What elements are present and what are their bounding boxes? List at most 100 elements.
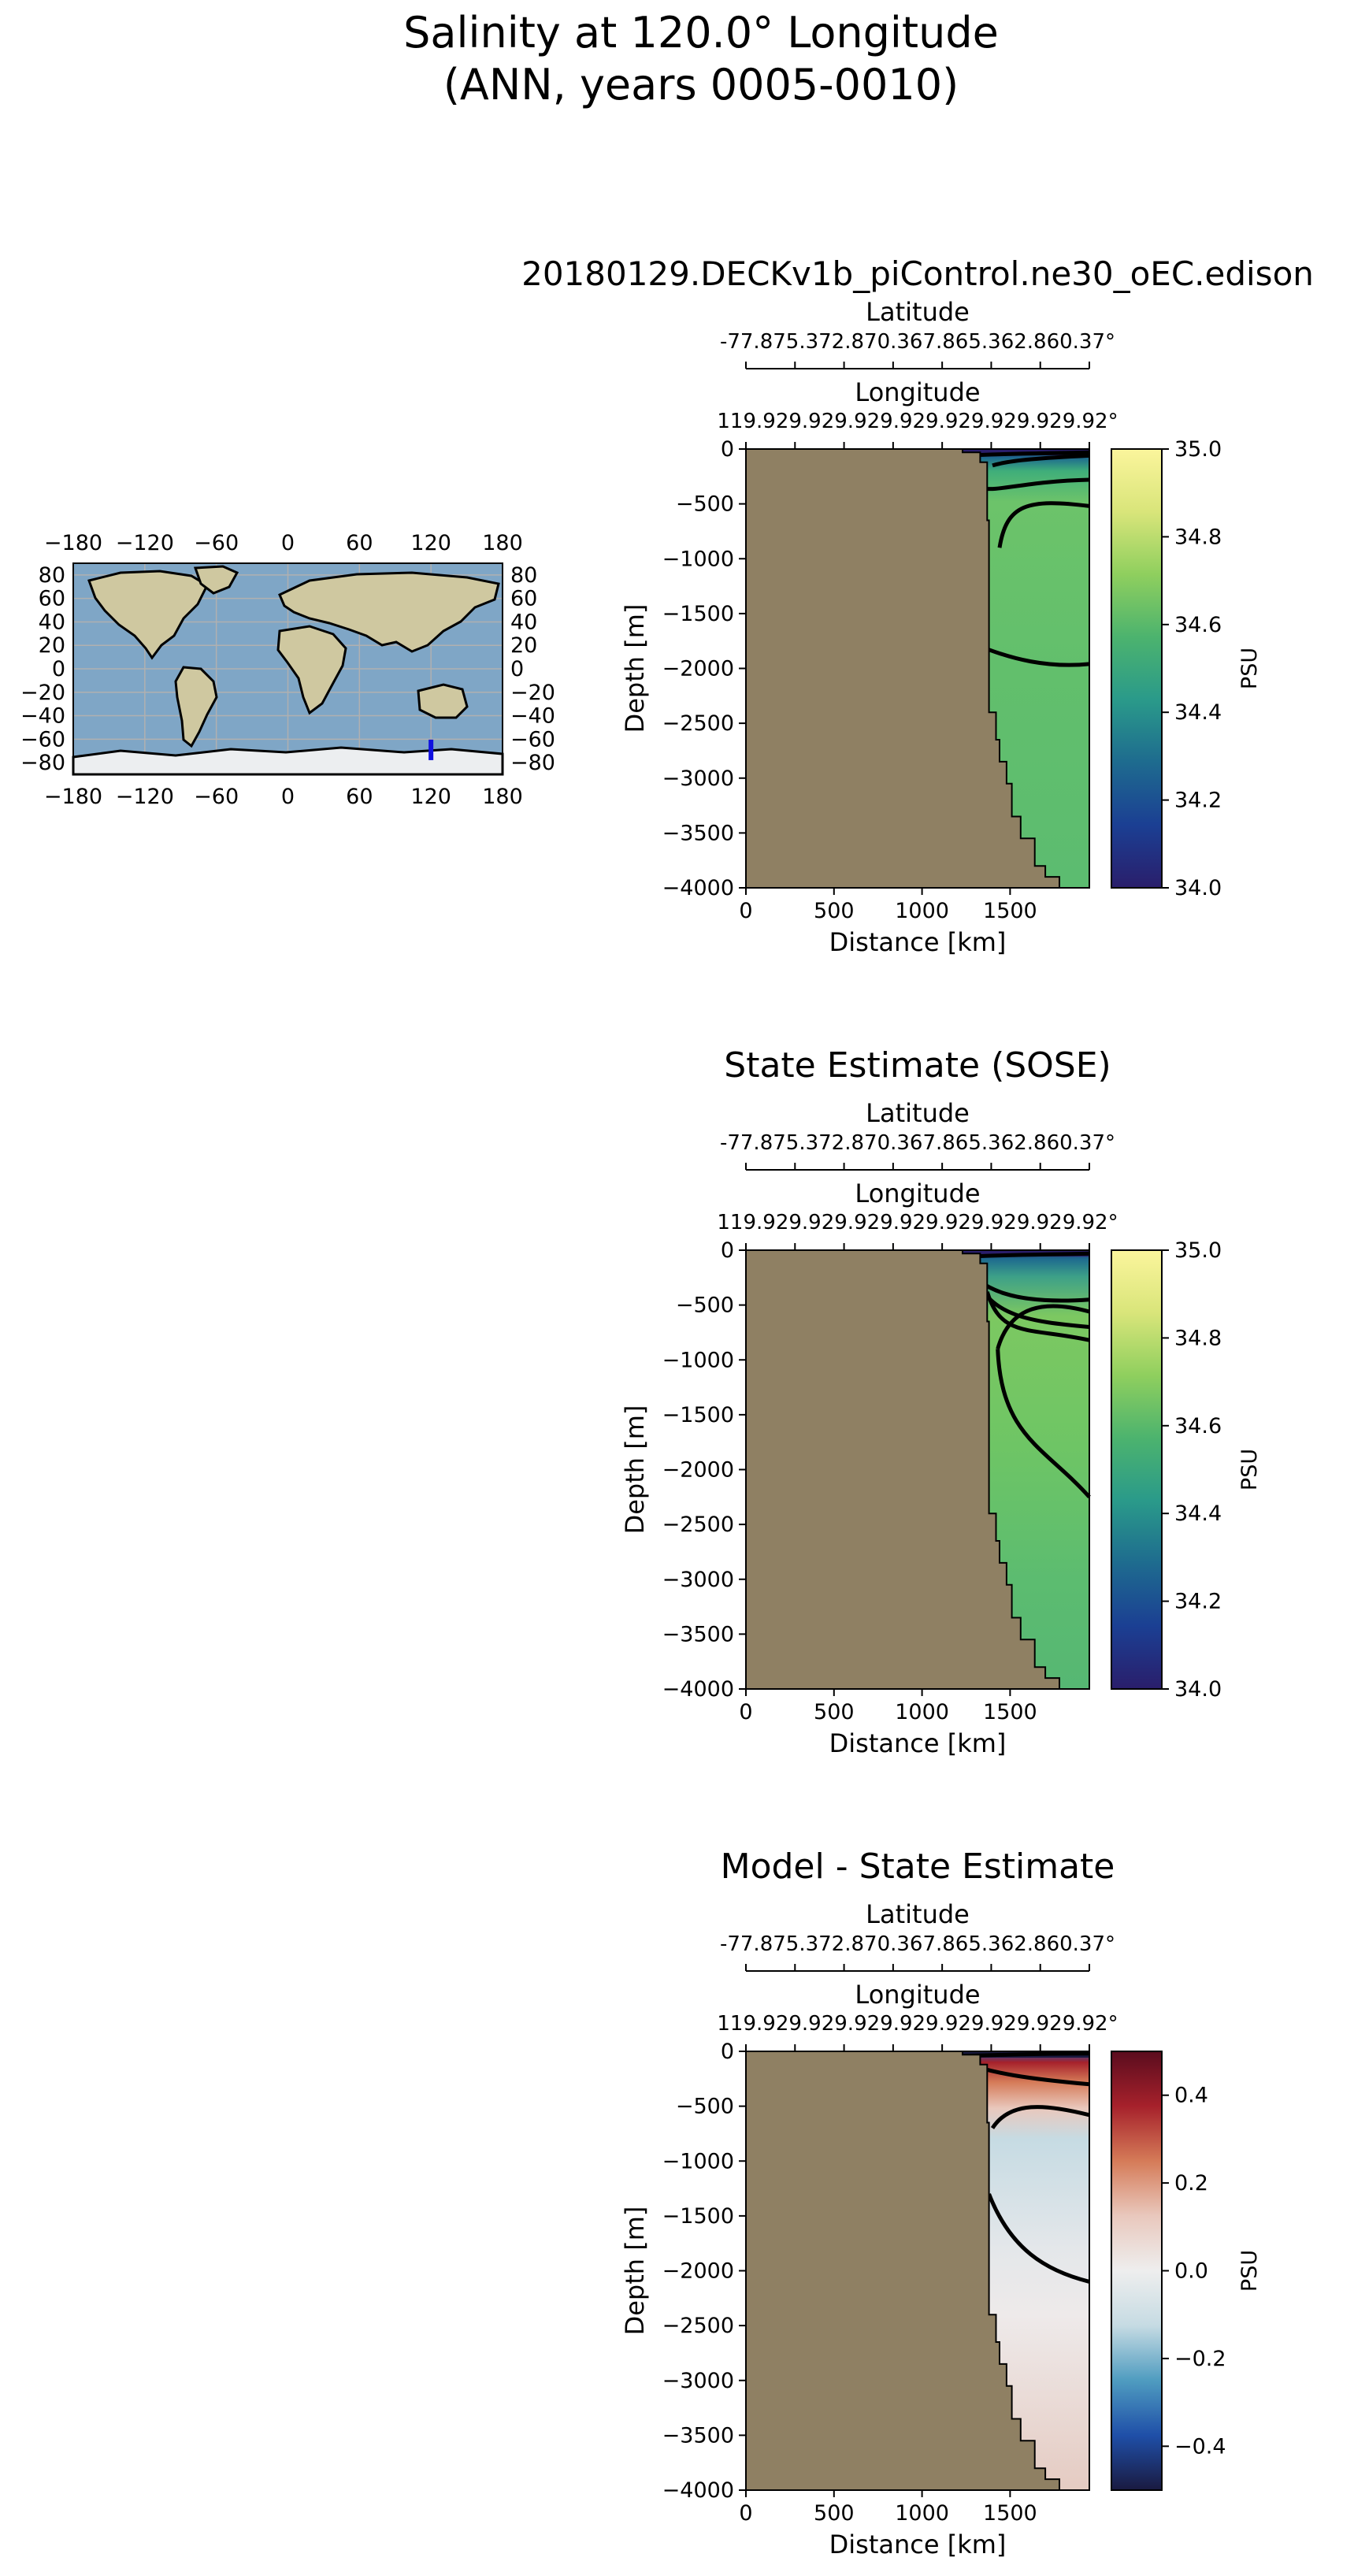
y-tick-label: −3000 [662,2369,734,2393]
map-australia [417,683,469,719]
x-tick-label: 1000 [895,1700,949,1724]
y-tick-label: 0 [721,1238,734,1263]
map-y-tick-label-left: −80 [20,751,65,775]
map-y-tick-label-left: −40 [20,704,65,729]
longitude-tick-labels: 119.929.929.929.929.929.929.929.92° [717,410,1118,433]
map-x-tick-label-bottom: −180 [44,785,102,809]
colorbar-label: PSU [1237,1449,1262,1490]
colorbar-tick-label: 0.0 [1174,2259,1208,2284]
x-tick-label: 1500 [983,1700,1037,1724]
colorbar-label: PSU [1237,2250,1262,2292]
map-x-tick-label-top: −180 [44,531,102,555]
panel-title: 20180129.DECKv1b_piControl.ne30_oEC.edis… [521,254,1314,293]
y-tick-label: −4000 [662,1677,734,1702]
y-tick-label: −500 [676,1294,734,1318]
x-tick-label: 1500 [983,899,1037,923]
location-map: −180 −120 −60 0 60 120 180 −180 −120 −60 0 60 120 18… [20,531,555,809]
contour-line [990,2105,1090,2129]
map-y-tick-label-left: −60 [20,727,65,752]
colorbar-tick-label: 35.0 [1174,437,1222,462]
latitude-tick-labels: -77.875.372.870.367.865.362.860.37° [720,1932,1115,1956]
map-x-tick-label-bottom: 60 [346,785,373,809]
y-tick-label: −500 [676,2095,734,2119]
map-africa [276,625,347,715]
colorbar-tick-label: 34.4 [1174,700,1222,725]
panel-state-estimate: State Estimate (SOSE) Latitude -77.875.372… [620,1045,1262,1758]
map-y-tick-label-right: 0 [510,657,524,681]
y-tick-label: −1000 [662,1348,734,1372]
contour-line [985,1291,1090,1342]
map-x-tick-label-bottom: 0 [281,785,295,809]
y-tick-label: −2500 [662,2314,734,2338]
map-y-tick-label-left: −20 [20,681,65,705]
colorbar-label: PSU [1237,648,1262,689]
map-x-tick-label-bottom: −60 [194,785,239,809]
x-tick-label: 500 [814,2501,855,2526]
x-tick-label: 1000 [895,2501,949,2526]
latitude-axis-label: Latitude [866,1899,970,1929]
longitude-tick-labels: 119.929.929.929.929.929.929.929.92° [717,2012,1118,2036]
map-north-america [87,570,209,660]
map-y-tick-label-left: 0 [52,657,65,681]
map-y-tick-label-right: 40 [510,610,537,634]
map-continents [72,565,504,776]
y-axis-label: Depth [m] [620,604,650,733]
colorbar-tick-label: 34.0 [1174,1677,1222,1702]
y-tick-label: −500 [676,492,734,517]
y-tick-label: −1000 [662,2149,734,2173]
map-frame [72,562,503,775]
y-axis-label: Depth [m] [620,2207,650,2336]
map-y-tick-label-right: −60 [510,727,555,752]
y-tick-label: −3500 [662,1622,734,1646]
y-tick-label: −2000 [662,2259,734,2284]
map-y-tick-label-right: 20 [510,633,537,658]
colorbar-tick-label: 35.0 [1174,1238,1222,1263]
map-y-tick-label-left: 20 [39,633,65,658]
x-tick-label: 500 [814,1700,855,1724]
map-south-america [174,666,218,748]
colorbar-tick-label: 34.8 [1174,525,1222,549]
map-x-tick-label-top: 0 [281,531,295,555]
contour-line [962,2051,1090,2058]
map-y-tick-label-right: −80 [510,751,555,775]
colorbar-tick-label: 34.2 [1174,1590,1222,1614]
y-tick-label: −2000 [662,1458,734,1483]
latitude-tick-labels: -77.875.372.870.367.865.362.860.37° [720,330,1115,354]
colorbar-tick-label: 0.4 [1174,2084,1208,2108]
map-y-tick-label-left: 40 [39,610,65,634]
y-tick-label: −1500 [662,602,734,626]
y-tick-label: −3500 [662,2423,734,2448]
seafloor-land [745,2051,1060,2491]
seafloor-land [745,448,1060,889]
y-tick-label: 0 [721,2040,734,2064]
map-x-tick-label-top: 180 [482,531,523,555]
contour-line [988,648,1090,667]
contour-line [997,501,1090,548]
contour-line [996,1304,1090,1349]
colorbar [1111,1249,1163,1690]
map-greenland [193,565,239,595]
map-y-tick-label-left: 60 [39,587,65,611]
colorbar-tick-label: 34.6 [1174,613,1222,637]
y-tick-label: −2500 [662,711,734,736]
longitude-axis-label: Longitude [855,377,980,407]
map-x-ticks-top: −180 −120 −60 0 60 120 180 [44,531,523,555]
panel-title: State Estimate (SOSE) [724,1045,1111,1086]
map-x-tick-label-bottom: −120 [116,785,174,809]
colorbar-tick-label: −0.2 [1174,2347,1226,2371]
y-tick-label: −1000 [662,547,734,571]
map-y-tick-label-right: −40 [510,704,555,729]
map-y-tick-label-right: 60 [510,587,537,611]
y-tick-label: −1500 [662,2204,734,2229]
figure-title-line2: (ANN, years 0005-0010) [443,60,959,109]
map-eurasia [278,571,500,653]
latitude-tick-labels: -77.875.372.870.367.865.362.860.37° [720,1131,1115,1155]
map-y-tick-label-right: −20 [510,681,555,705]
x-axis-label: Distance [km] [829,927,1007,957]
x-tick-label: 0 [739,2501,752,2526]
seafloor-land [745,1249,1060,1690]
longitude-tick-labels: 119.929.929.929.929.929.929.929.92° [717,1211,1118,1234]
panel-model: 20180129.DECKv1b_piControl.ne30_oEC.edis… [521,254,1314,957]
y-tick-label: −3000 [662,1568,734,1592]
